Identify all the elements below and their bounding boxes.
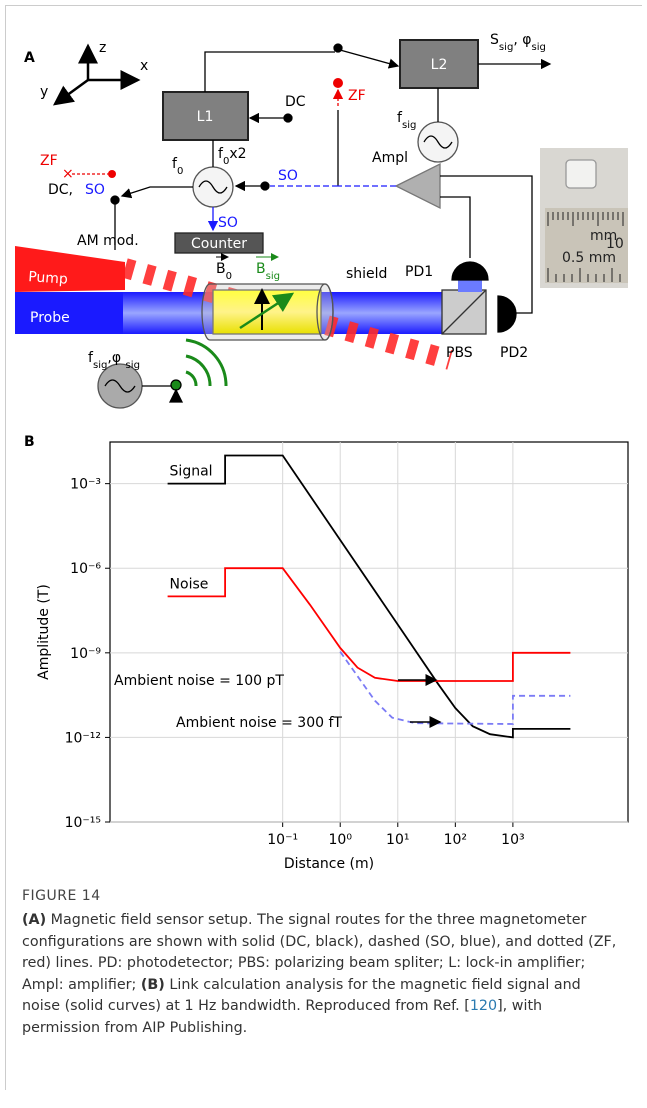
ruler-ticks [547,212,624,282]
annotation: Ambient noise = 300 fT [176,715,342,731]
pump-label: Pump [28,269,69,288]
probe-label: Probe [30,310,70,326]
route-label: SO [85,182,105,198]
axis-arrow [52,78,89,106]
y-tick-label: 10⁻⁶ [70,561,101,577]
beam-up [458,280,482,292]
shield-label: shield [346,266,387,282]
switch [260,181,270,191]
photodetector [497,295,517,333]
photodetector [451,261,489,281]
panel-a: A z x y L2 Ssig, φsig fsig L1 DC ZF f0x2… [15,32,628,409]
route-label: SO [278,168,298,184]
chart: 10⁻¹ 10⁰ 10¹ 10² 10³ 10⁻¹⁵ 10⁻¹² 10⁻⁹ 10⁻⁶ 10⁻³ Di… [36,441,629,870]
wave [185,338,228,387]
wire [440,196,471,258]
vapor-cell [212,289,322,335]
pbs-diagonal [441,289,487,335]
caption-part: Link calculation analysis for the magnet… [22,976,581,1015]
caption-part: (A) [22,912,47,928]
wire [120,186,193,199]
zf-point [333,78,343,88]
antenna-base [168,388,184,403]
sine [104,379,136,393]
x-tick-label: 10³ [501,832,524,848]
y-axis-label: Amplitude (T) [36,584,52,680]
counter-box [174,232,264,254]
x-tick-label: 10² [444,832,467,848]
x-tick-label: 10⁰ [329,832,353,848]
y-tick-label: 10⁻³ [70,477,101,493]
series-label: Noise [170,576,209,592]
annotation: Ambient noise = 100 pT [114,673,284,689]
ruler [545,208,628,283]
lockin-label: L2 [431,57,448,73]
caption: (A) Magnetic field sensor setup. The sig… [22,910,622,1039]
series-label: Signal [170,464,213,480]
route-label: DC [285,94,306,110]
antenna [170,379,182,391]
reference-link[interactable]: 120 [469,998,498,1014]
axis-label: x [140,58,148,74]
axis-label: y [40,84,48,100]
plot-frame [109,441,629,823]
zf-point [108,170,116,178]
amplifier [394,162,441,210]
y-tick-label: 10⁻¹⁵ [65,815,101,831]
shield-end [316,283,334,341]
ruler-label: mm [590,228,617,244]
y-tick-label: 10⁻⁹ [70,646,101,662]
vapor-cell-photo [565,159,597,189]
field-label: Bsig [256,261,280,282]
freq-label: fsig [397,110,416,131]
axis-label: z [99,40,106,56]
mod-label: AM mod. [77,233,139,249]
route-label: DC, [48,182,73,198]
switch [110,195,120,205]
route-label: ZF [40,153,58,169]
ruler-label: 0.5 mm [562,250,616,266]
pd-label: PD2 [500,345,528,361]
wire [204,51,335,92]
series-line [167,454,571,739]
lockin-box [162,91,249,141]
x-axis-label: Distance (m) [284,856,374,870]
field-label: B0 [216,261,232,282]
sine [423,135,453,149]
output-label: Ssig, φsig [490,32,546,53]
source-label: fsig,φ sig [88,350,140,371]
caption-part: ], with permission from AIP Publishing. [22,998,543,1036]
probe-block [15,292,123,334]
pump-block [15,246,125,292]
pd-label: PD1 [405,264,433,280]
x-tick-label: 10⁻¹ [267,832,298,848]
panel-label: A [24,50,35,66]
caption-part: Magnetic field sensor setup. The signal … [22,912,617,993]
sine [198,180,228,194]
caption-part: (B) [140,976,165,993]
freq-label: f0 [172,156,183,177]
figure: A z x y L2 Ssig, φsig fsig L1 DC ZF f0x2… [15,32,629,870]
caption-label: FIGURE 14 [22,888,101,904]
series-line [339,651,571,725]
wire [440,175,533,314]
y-tick-label: 10⁻¹² [65,730,101,746]
lockin-label: L1 [197,109,214,125]
x-tick-label: 10¹ [386,832,409,848]
route-label: SO [218,215,238,231]
amp-label: Ampl [372,150,408,166]
figure-frame [5,5,642,1090]
panel-label: B [24,434,35,450]
freq-label: f0x2 [218,146,247,167]
wire [339,49,400,69]
pbs-label: PBS [446,345,473,361]
route-label: ZF [348,88,366,104]
bsig-arrow [239,292,295,330]
ruler-label: 10 [606,236,624,252]
zf-cross: × [62,166,74,182]
counter-label: Counter [191,236,247,252]
series-line [167,567,571,682]
